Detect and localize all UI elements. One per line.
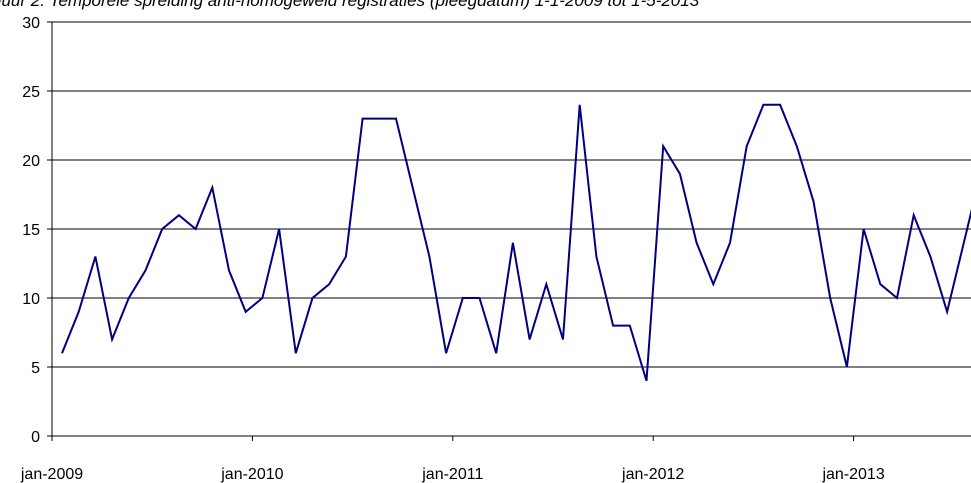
- x-tick-label: jan-2013: [821, 466, 884, 483]
- x-tick-label: jan-2009: [20, 466, 83, 483]
- x-tick-label: jan-2011: [421, 466, 483, 483]
- plot-area: [61, 103, 971, 382]
- y-tick-label: 30: [22, 15, 40, 32]
- y-tick-label: 20: [22, 153, 40, 170]
- x-tick-label: jan-2012: [621, 466, 684, 483]
- y-tick-label: 25: [22, 84, 40, 101]
- y-tick-label: 0: [31, 429, 40, 446]
- y-tick-label: 15: [22, 222, 40, 239]
- y-tick-label: 5: [31, 360, 40, 377]
- x-tick-label: jan-2010: [220, 466, 283, 483]
- line-series: [61, 103, 971, 382]
- chart-title: guur 2. Temporele spreiding anti-homogew…: [0, 0, 700, 10]
- y-tick-label: 10: [22, 291, 40, 308]
